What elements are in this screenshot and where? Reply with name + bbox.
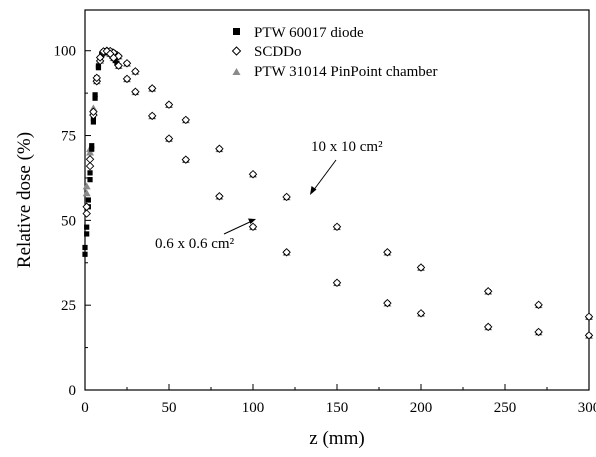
- data-point-scddo: [89, 107, 98, 117]
- annotation-06x06-label: 0.6 x 0.6 cm²: [155, 236, 235, 252]
- plot-area: [82, 9, 594, 391]
- data-point-diode: [92, 92, 98, 98]
- y-axis-label: Relative dose (%): [14, 132, 35, 268]
- data-point-diode: [84, 231, 90, 237]
- x-tick-label: 250: [494, 400, 517, 416]
- x-tick-label: 50: [162, 400, 177, 416]
- data-point-scddo: [85, 155, 95, 164]
- x-tick-label: 200: [410, 400, 433, 416]
- data-point-diode: [85, 197, 91, 203]
- data-point-diode: [95, 63, 102, 69]
- data-point-scddo: [215, 192, 224, 201]
- data-point-pinpoint: [82, 182, 91, 190]
- legend: PTW 60017 diode SCDDo PTW 31014 PinPoint…: [231, 25, 437, 80]
- data-point-scddo: [95, 53, 105, 62]
- data-point-diode: [89, 146, 95, 152]
- data-point-scddo: [102, 46, 112, 56]
- data-point-scddo: [147, 111, 157, 121]
- data-point-scddo: [114, 61, 123, 70]
- y-tick-label: 0: [69, 383, 77, 399]
- annotation-06x06-arrowhead: [248, 218, 256, 224]
- data-point-scddo: [282, 248, 291, 257]
- x-tick-label: 100: [242, 400, 265, 416]
- x-axis: 0 50 100 150 200 250 300: [81, 384, 596, 416]
- y-tick-label: 100: [54, 44, 77, 60]
- annotation-10x10-arrow: [312, 159, 337, 192]
- data-point-scddo: [416, 263, 426, 272]
- data-point-scddo: [584, 312, 594, 321]
- data-point-diode: [87, 170, 93, 176]
- annotation-06x06-arrow: [223, 220, 253, 235]
- legend-label-scddo: SCDDo: [254, 44, 302, 60]
- x-axis-label: z (mm): [309, 428, 364, 449]
- legend-marker-triangle: [232, 68, 241, 75]
- annotation-10x10-arrowhead: [310, 186, 317, 195]
- series-scddo-points: [82, 46, 594, 340]
- series-pinpoint-points: [82, 46, 593, 339]
- series-diode-points: [82, 48, 592, 339]
- legend-marker-square: [233, 28, 240, 35]
- data-point-scddo: [534, 327, 543, 337]
- data-point-diode: [82, 244, 88, 251]
- data-point-scddo: [122, 59, 132, 68]
- data-point-scddo: [215, 144, 224, 154]
- data-point-scddo: [147, 84, 157, 93]
- data-point-scddo: [248, 169, 258, 179]
- legend-label-pinpoint: PTW 31014 PinPoint chamber: [254, 64, 437, 80]
- data-point-scddo: [164, 100, 174, 109]
- annotation-10x10: 10 x 10 cm²: [310, 139, 383, 195]
- legend-marker-diamond: [231, 46, 242, 56]
- data-point-diode: [112, 57, 118, 64]
- data-point-scddo: [82, 202, 91, 212]
- data-point-scddo: [109, 53, 118, 63]
- annotation-10x10-label: 10 x 10 cm²: [311, 139, 383, 155]
- data-point-scddo: [131, 87, 140, 97]
- data-point-scddo: [181, 115, 191, 125]
- data-point-scddo: [131, 67, 140, 76]
- data-point-scddo: [383, 248, 392, 257]
- data-point-diode: [84, 224, 90, 230]
- data-point-scddo: [92, 73, 101, 83]
- data-point-scddo: [332, 278, 342, 288]
- y-axis: 0 25 50 75 100: [54, 44, 91, 399]
- data-point-scddo: [248, 222, 258, 232]
- x-tick-label: 300: [578, 400, 596, 416]
- data-point-scddo: [483, 322, 493, 332]
- data-point-scddo: [332, 222, 342, 232]
- data-point-diode: [82, 251, 88, 257]
- data-point-scddo: [122, 74, 132, 84]
- data-point-scddo: [584, 331, 594, 340]
- y-tick-label: 50: [61, 213, 76, 229]
- data-point-scddo: [483, 287, 493, 296]
- data-point-scddo: [164, 134, 174, 143]
- y-tick-label: 75: [61, 129, 76, 145]
- data-point-diode: [92, 95, 98, 101]
- legend-label-diode: PTW 60017 diode: [254, 25, 364, 41]
- data-point-scddo: [282, 192, 291, 202]
- x-tick-label: 0: [81, 400, 89, 416]
- data-point-diode: [89, 143, 95, 149]
- data-point-scddo: [82, 209, 91, 218]
- data-point-diode: [90, 119, 96, 125]
- data-point-scddo: [85, 161, 95, 171]
- y-tick-label: 25: [61, 298, 76, 314]
- x-tick-label: 150: [326, 400, 349, 416]
- data-point-pinpoint: [82, 189, 91, 197]
- data-point-scddo: [383, 298, 392, 308]
- data-point-scddo: [181, 155, 191, 164]
- data-point-diode: [87, 177, 93, 183]
- data-point-scddo: [416, 309, 426, 318]
- data-point-scddo: [534, 300, 543, 310]
- annotation-06x06: 0.6 x 0.6 cm²: [155, 218, 256, 252]
